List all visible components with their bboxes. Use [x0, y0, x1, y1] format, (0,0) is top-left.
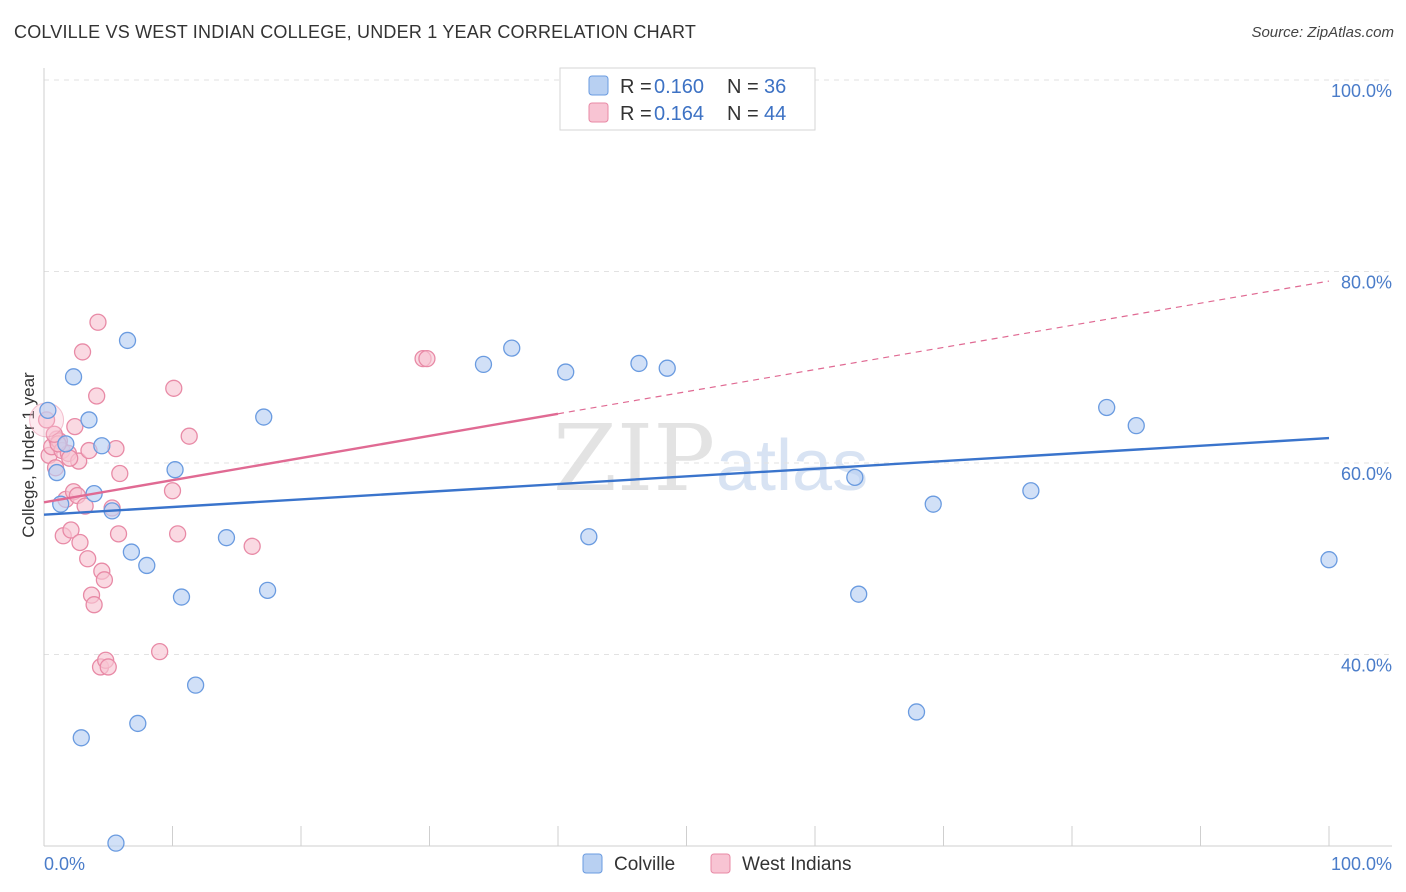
legend-r-label-colville: R =: [620, 76, 652, 98]
gridlines: [44, 79, 1392, 655]
bottom-legend-label-colville: Colville: [614, 854, 675, 875]
west-indians-point: [71, 533, 89, 552]
legend: R = 0.160 N = 36 R = 0.164 N = 44: [559, 67, 816, 131]
trend-lines: [43, 280, 1330, 516]
y-tick-label: 100.0%: [1331, 81, 1392, 101]
colville-point: [1127, 417, 1145, 435]
legend-n-label-colville: N =: [727, 76, 759, 98]
colville-point: [217, 529, 236, 547]
colville-point: [846, 468, 864, 487]
colville-point: [107, 834, 125, 852]
west-indians-point: [95, 571, 114, 589]
colville-point: [907, 703, 926, 721]
colville-point: [64, 368, 83, 386]
colville-point: [48, 463, 66, 482]
y-tick-label: 40.0%: [1341, 656, 1392, 676]
chart-title: COLVILLE VS WEST INDIAN COLLEGE, UNDER 1…: [14, 22, 697, 42]
colville-point: [80, 411, 98, 429]
west-indians-point: [76, 497, 94, 515]
legend-swatch-west-indians: [588, 102, 609, 123]
west-indians-point: [180, 427, 198, 445]
bottom-legend-swatch-colville: [582, 853, 603, 874]
trend-line-west-indians: [43, 412, 559, 504]
colville-point: [172, 588, 191, 606]
colville-point: [166, 461, 184, 479]
colville-point: [129, 714, 147, 733]
west-indians-point: [111, 464, 129, 483]
bottom-legend-swatch-west-indians: [710, 853, 731, 874]
colville-point: [57, 435, 75, 453]
colville-point: [186, 676, 205, 694]
west-indians-point: [107, 439, 125, 458]
west-indians-point: [85, 596, 103, 614]
x-tick-label-min: 0.0%: [44, 854, 85, 874]
west-indians-point: [243, 537, 261, 555]
colville-point: [1320, 551, 1338, 569]
trend-line-colville: [43, 436, 1330, 516]
series-colville-points: [39, 71, 1338, 852]
colville-point: [255, 408, 273, 426]
bottom-legend: Colville West Indians: [582, 853, 851, 875]
west-indians-point: [168, 525, 187, 543]
watermark-zip: ZIP: [553, 405, 715, 512]
colville-point: [503, 339, 521, 357]
west-indians-point: [109, 525, 128, 543]
west-indians-point: [61, 449, 79, 467]
colville-point: [1098, 398, 1116, 417]
west-indians-point: [45, 425, 63, 443]
colville-point: [557, 363, 575, 381]
colville-point: [258, 581, 277, 599]
legend-n-value-west-indians: 44: [764, 103, 786, 125]
legend-r-label-west-indians: R =: [620, 103, 652, 125]
west-indians-point: [88, 387, 106, 405]
west-indians-point: [165, 379, 183, 397]
legend-swatch-colville: [588, 75, 609, 96]
west-indians-point: [163, 482, 182, 500]
colville-point: [630, 354, 648, 373]
source-label: Source: ZipAtlas.com: [1251, 24, 1394, 41]
bottom-legend-label-west-indians: West Indians: [742, 854, 851, 875]
colville-point: [93, 437, 111, 455]
colville-point: [122, 543, 141, 561]
colville-point: [72, 729, 90, 747]
colville-point: [118, 331, 137, 350]
colville-point: [924, 495, 942, 513]
y-tick-label: 60.0%: [1341, 464, 1392, 484]
y-tick-label: 80.0%: [1341, 273, 1392, 293]
colville-point: [580, 528, 598, 546]
west-indians-point: [73, 343, 92, 361]
colville-point: [850, 585, 868, 603]
west-indians-point: [79, 550, 97, 568]
colville-point: [658, 359, 676, 377]
west-indians-point: [150, 642, 169, 661]
west-indians-point: [89, 313, 107, 331]
x-tick-label-max: 100.0%: [1331, 854, 1392, 874]
legend-n-label-west-indians: N =: [727, 103, 759, 125]
west-indians-point: [418, 349, 436, 368]
west-indians-point: [99, 658, 117, 676]
x-ticks: [43, 826, 1330, 846]
colville-point: [1022, 482, 1040, 500]
colville-point: [474, 355, 493, 374]
west-indians-point: [62, 521, 80, 539]
y-tick-labels: 40.0% 60.0% 80.0% 100.0%: [1331, 81, 1392, 676]
west-indians-point: [66, 417, 84, 436]
colville-point: [39, 401, 57, 419]
legend-r-value-west-indians: 0.164: [654, 103, 704, 125]
legend-r-value-colville: 0.160: [654, 76, 704, 98]
colville-point: [138, 556, 156, 575]
y-axis-title: College, Under 1 year: [19, 372, 38, 538]
trend-line-west-indians-extrapolated: [557, 280, 1330, 415]
legend-n-value-colville: 36: [764, 76, 786, 98]
